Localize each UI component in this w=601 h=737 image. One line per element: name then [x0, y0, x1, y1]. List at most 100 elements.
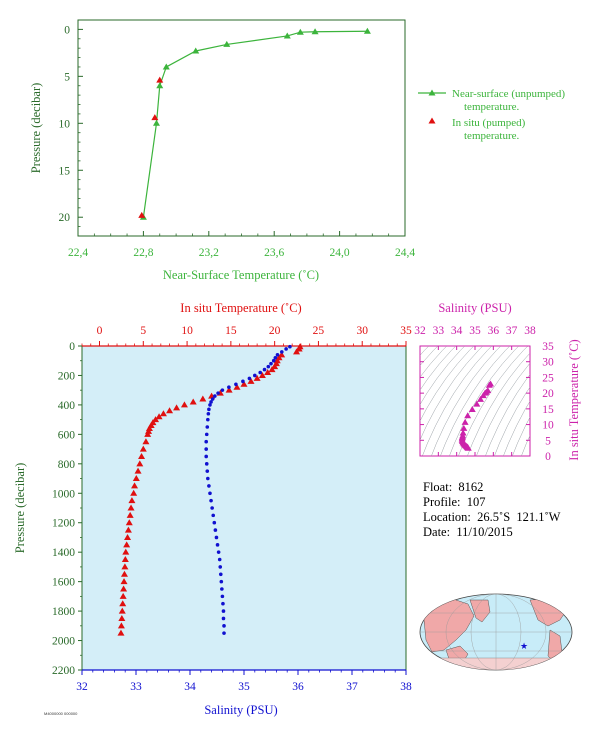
- temperature-point: [264, 369, 272, 376]
- temperature-point: [127, 504, 135, 511]
- c1-axes: 22,4 22,8 23,2 23,6 24,0 24,4 0 5 10 15 20: [59, 19, 415, 259]
- salinity-point: [269, 361, 273, 366]
- salinity-point: [210, 506, 214, 510]
- legend-marker-unpumped: [428, 89, 436, 96]
- density-contour: [420, 346, 457, 391]
- c2-sal-tick-label: 35: [238, 681, 250, 693]
- info-date: Date: 11/10/2015: [423, 525, 560, 540]
- temperature-point: [122, 548, 130, 555]
- salinity-point: [258, 370, 263, 375]
- c2-pressure-tick-label: 600: [58, 429, 76, 441]
- pumped-temp-point: [156, 76, 164, 83]
- c2-sal-tick-label: 33: [130, 681, 142, 693]
- c2-pressure-tick-label: 1200: [52, 518, 75, 530]
- temperature-point: [180, 401, 188, 408]
- unpumped-temp-point: [283, 32, 291, 39]
- temperature-point: [119, 600, 127, 607]
- temperature-point: [136, 460, 144, 467]
- c3-title: Salinity (PSU): [438, 301, 511, 315]
- c1-xlabel: Near-Surface Temperature (˚C): [163, 268, 319, 282]
- c3-ytick-label: 30: [542, 357, 554, 369]
- footer-code: M4000000 000000: [44, 711, 78, 716]
- salinity-point: [208, 491, 212, 496]
- c1-ytick-label: 20: [59, 212, 71, 224]
- density-contour: [449, 346, 520, 456]
- salinity-point: [210, 397, 215, 401]
- salinity-point: [247, 376, 252, 381]
- density-contour: [420, 346, 439, 367]
- salinity-point: [209, 400, 213, 404]
- density-contour: [503, 400, 530, 456]
- salinity-point: [217, 557, 222, 562]
- c2-pressure-tick-label: 1600: [52, 577, 75, 589]
- date-label: Date:: [423, 525, 451, 539]
- c2-pressure-tick-label: 2000: [52, 636, 75, 648]
- info-location: Location: 26.5˚S 121.1˚W: [423, 510, 560, 525]
- c1-xtick-label: 24,4: [395, 247, 415, 259]
- salinity-point: [206, 417, 210, 422]
- density-contour: [440, 346, 511, 456]
- temperature-point: [120, 570, 128, 577]
- salinity-point: [218, 565, 223, 569]
- density-contour: [420, 346, 475, 422]
- float-label: Float:: [423, 480, 453, 494]
- c2-marks: [117, 343, 304, 636]
- temperature-point: [131, 482, 139, 489]
- salinity-point: [253, 373, 257, 378]
- c1-xtick-label: 23,2: [199, 247, 219, 259]
- salinity-point: [213, 528, 218, 532]
- density-contour: [420, 346, 430, 356]
- salinity-point: [216, 391, 220, 395]
- salinity-point: [207, 407, 211, 412]
- temperature-point: [268, 366, 276, 373]
- temperature-point: [247, 377, 255, 384]
- salinity-point: [222, 631, 226, 635]
- legend-text-unpumped-2: temperature.: [464, 101, 520, 113]
- c1-xtick-label: 22,4: [68, 247, 88, 259]
- salinity-point: [266, 364, 271, 369]
- temperature-point: [240, 380, 248, 387]
- c3-xtick-label: 37: [506, 325, 518, 337]
- density-contour: [422, 346, 493, 456]
- c2-sal-tick-label: 38: [400, 681, 412, 693]
- salinity-point: [220, 388, 225, 392]
- unpumped-temp-point: [363, 27, 371, 34]
- density-contour: [476, 362, 530, 456]
- c1-xtick-label: 22,8: [133, 247, 153, 259]
- c3-xtick-label: 36: [488, 325, 500, 337]
- c2-pressure-tick-label: 2200: [52, 665, 75, 677]
- c1-ylabel: Pressure (decibar): [29, 83, 43, 174]
- ts-point: [473, 400, 481, 407]
- c3-ytick-label: 35: [542, 341, 554, 353]
- c1-xtick-label: 23,6: [264, 247, 284, 259]
- ts-point: [460, 424, 468, 431]
- temperature-point: [124, 526, 132, 533]
- temperature-point: [121, 563, 129, 570]
- c1-ytick-label: 15: [59, 165, 71, 177]
- salinity-point: [212, 520, 217, 525]
- c2-pressure-tick-label: 1000: [52, 488, 75, 500]
- temperature-point: [199, 395, 207, 402]
- ts-point: [477, 395, 484, 402]
- salinity-point: [207, 484, 211, 488]
- salinity-point: [206, 411, 211, 416]
- temperature-point: [117, 622, 125, 629]
- temperature-point: [225, 386, 233, 393]
- c2-temp-tick-label: 35: [400, 325, 412, 337]
- c2-axes: 0 5 10 15 20 25 30 35 32 33 34 35 36 37 38 0 200 400 600 80…: [52, 325, 412, 693]
- density-contour: [431, 346, 502, 456]
- legend-marker-pumped: [428, 117, 436, 124]
- c2-pressure-tick-label: 200: [58, 370, 76, 382]
- c3-ylabel: In situ Temperature (˚C): [567, 339, 581, 460]
- temperature-point: [125, 519, 133, 526]
- c2-temp-tick-label: 15: [225, 325, 237, 337]
- c3-xtick-label: 35: [469, 325, 481, 337]
- map-graticule: [420, 594, 572, 670]
- salinity-point: [204, 454, 208, 459]
- c2-top-xlabel: In situ Temperature (˚C): [180, 301, 301, 315]
- salinity-point: [205, 469, 210, 473]
- temperature-point: [124, 533, 132, 540]
- salinity-point: [206, 476, 210, 481]
